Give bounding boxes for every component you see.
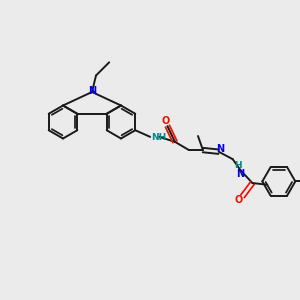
Text: N: N — [216, 144, 224, 154]
Text: O: O — [161, 116, 169, 126]
Text: H: H — [234, 160, 241, 169]
Text: O: O — [234, 195, 243, 205]
Text: NH: NH — [151, 133, 166, 142]
Text: N: N — [88, 86, 96, 96]
Text: N: N — [236, 169, 244, 179]
